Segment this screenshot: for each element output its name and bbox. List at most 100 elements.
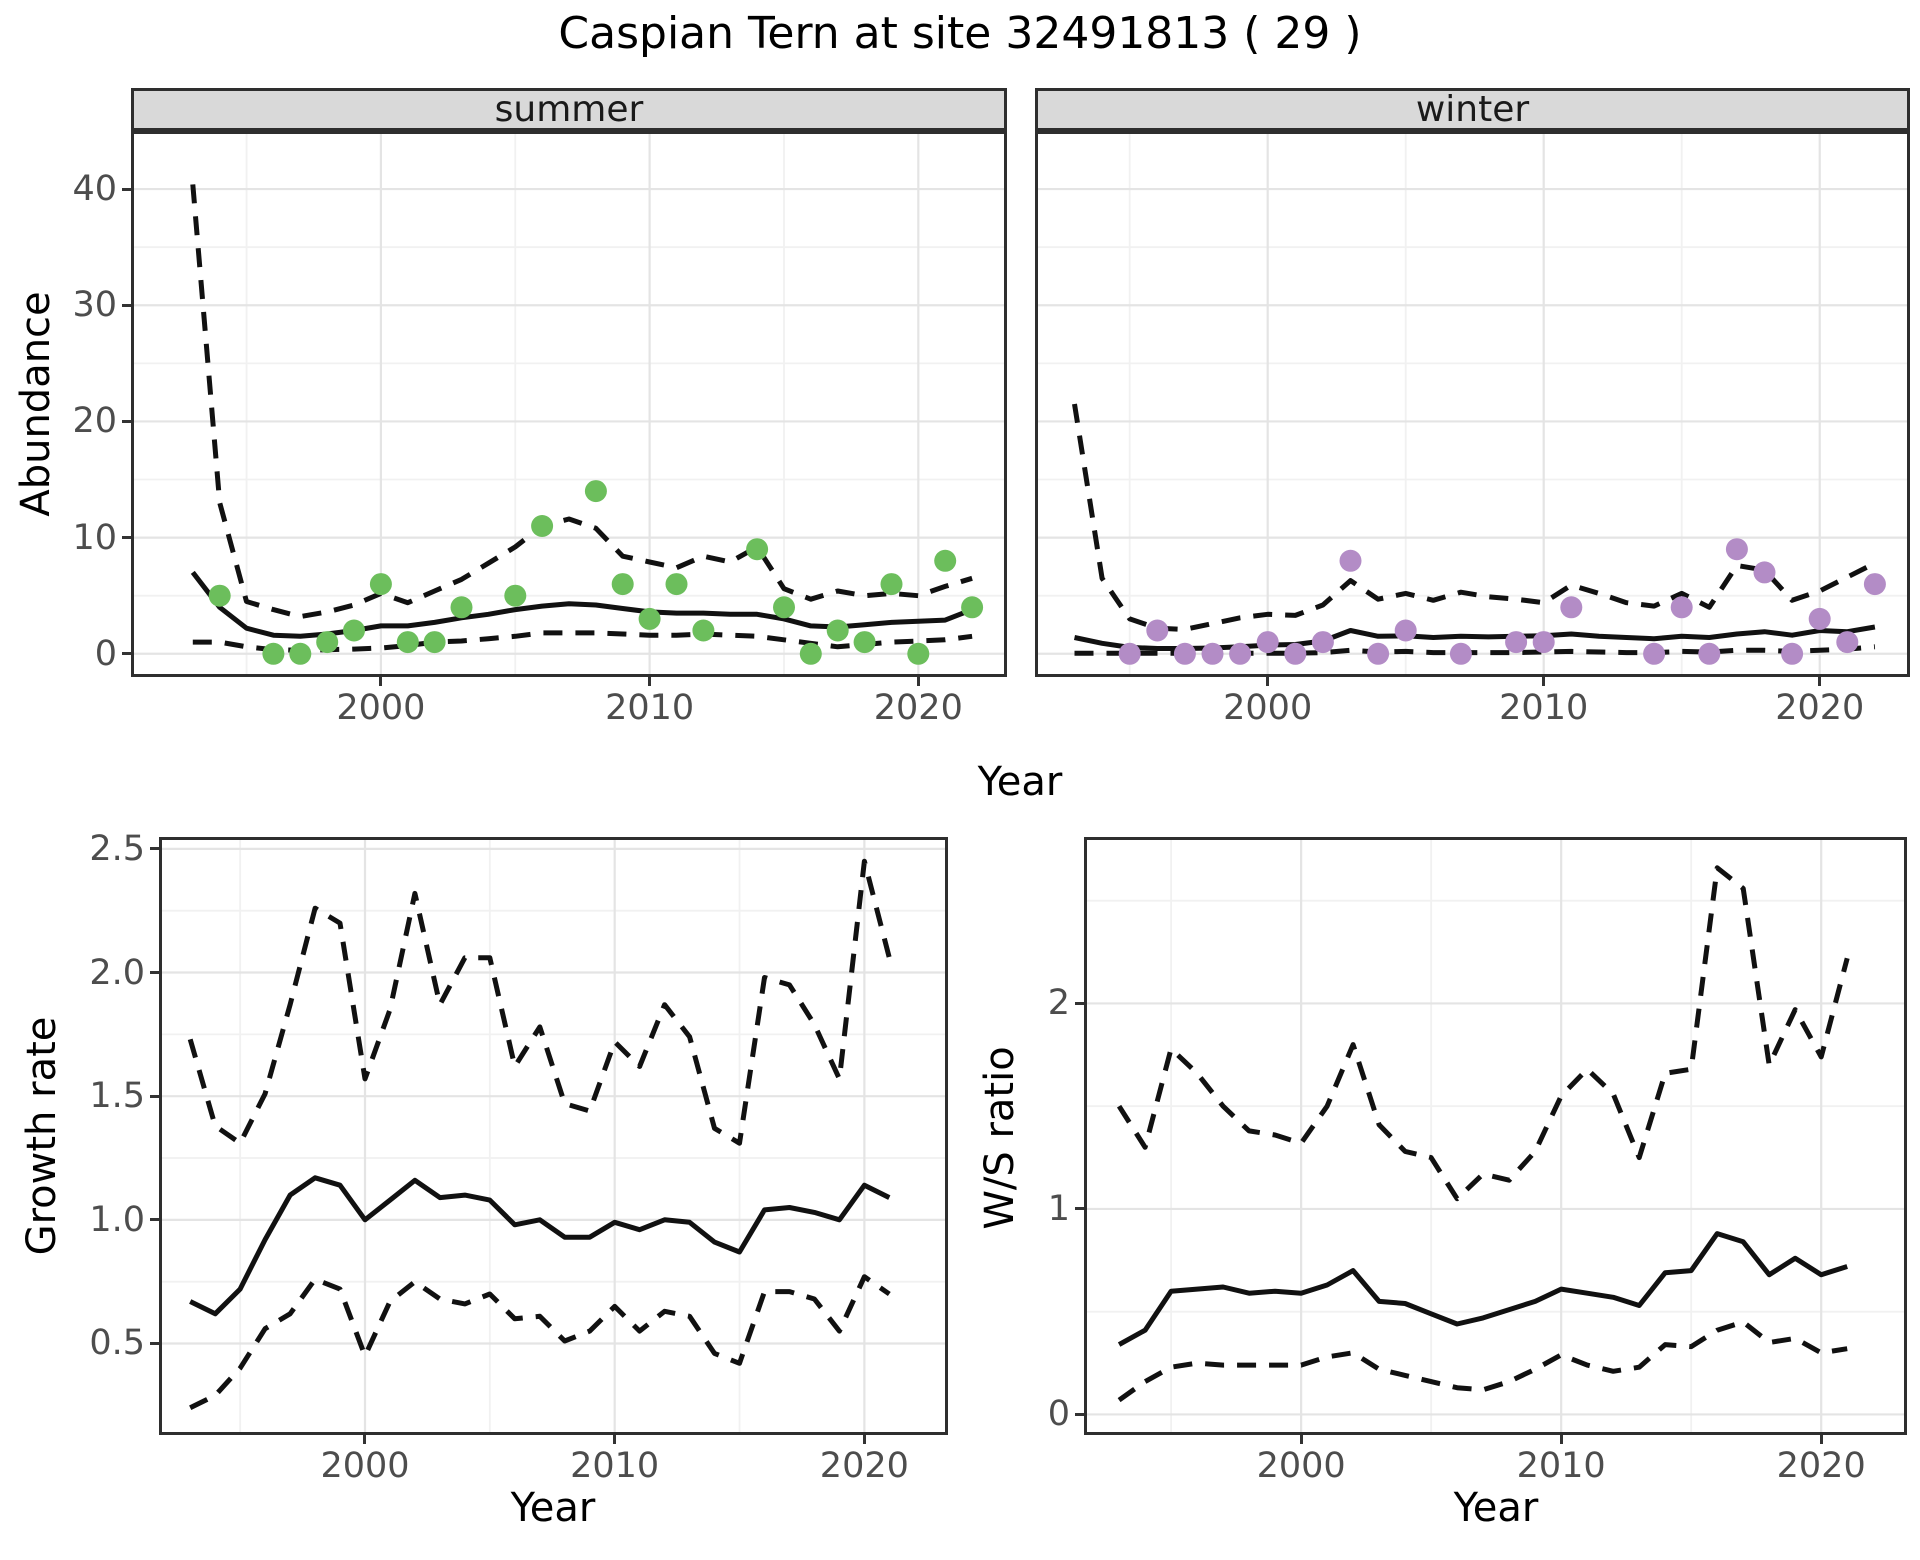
ws-year-axis-title: Year: [1453, 1485, 1539, 1531]
x-tick-label: 2000: [1223, 688, 1313, 728]
panel-background: [1084, 837, 1907, 1435]
y-tick-mark: [150, 847, 159, 851]
observation-point: [853, 631, 876, 654]
y-tick-mark: [150, 1218, 159, 1222]
y-tick-label: 1: [1047, 1188, 1070, 1229]
y-tick-mark: [122, 303, 131, 307]
observation-point: [1201, 642, 1224, 665]
upper-ci-line: [1072, 403, 1877, 632]
observation-point: [1863, 573, 1886, 596]
ws-ratio-panel: [1084, 837, 1907, 1435]
top-year-axis-title: Year: [977, 759, 1063, 805]
observation-point: [692, 619, 715, 642]
x-tick-mark: [916, 677, 920, 686]
y-tick-mark: [122, 536, 131, 540]
observation-point: [1256, 631, 1279, 654]
x-tick-label: 2010: [605, 688, 695, 728]
observation-point: [1118, 642, 1141, 665]
observation-point: [1643, 642, 1666, 665]
chart-canvas: [1035, 131, 1910, 677]
observation-point: [773, 596, 795, 619]
lower-ci-line: [1117, 1319, 1848, 1403]
y-tick-label: 1.0: [89, 1199, 145, 1240]
observation-point: [1367, 642, 1390, 665]
y-tick-label: 0: [1047, 1394, 1070, 1435]
mean-line: [189, 1175, 891, 1317]
y-tick-mark: [122, 652, 131, 656]
y-tick-label: 2.0: [89, 952, 145, 993]
observation-point: [450, 596, 473, 619]
observation-point: [1753, 561, 1776, 584]
x-tick-label: 2000: [1256, 1446, 1346, 1486]
y-tick-mark: [122, 187, 131, 191]
observation-point: [1781, 642, 1804, 665]
observation-point: [584, 480, 607, 503]
facet-strip-winter-label: winter: [1415, 89, 1530, 130]
y-tick-label: 0.5: [89, 1323, 145, 1364]
observation-point: [1532, 631, 1555, 654]
facet-strip-summer: summer: [131, 88, 1007, 131]
y-tick-mark: [1075, 1001, 1084, 1005]
y-tick-label: 30: [72, 285, 117, 326]
x-tick-mark: [648, 677, 652, 686]
observation-point: [1505, 631, 1528, 654]
x-tick-label: 2020: [1776, 1446, 1866, 1486]
y-tick-mark: [150, 1341, 159, 1345]
panel-background: [1035, 131, 1910, 677]
observation-point: [665, 573, 688, 596]
observation-point: [746, 538, 769, 561]
observation-point: [1808, 607, 1831, 630]
observation-point: [1670, 596, 1693, 619]
upper-ci-line: [190, 184, 973, 620]
growth-rate-axis-title: Growth rate: [19, 1016, 65, 1256]
upper-ci-line: [187, 858, 892, 1146]
observation-point: [1339, 549, 1362, 572]
observation-point: [611, 573, 634, 596]
panel-border: [131, 131, 1007, 677]
lower-ci-line: [189, 1274, 891, 1411]
x-tick-mark: [862, 1435, 866, 1444]
observation-point: [316, 631, 339, 654]
x-tick-mark: [1818, 677, 1822, 686]
y-tick-mark: [150, 971, 159, 975]
x-tick-label: 2020: [1775, 688, 1865, 728]
observation-point: [1394, 619, 1417, 642]
panel-background: [159, 837, 948, 1435]
abundance-axis-title: Abundance: [13, 291, 59, 517]
observation-point: [343, 619, 365, 642]
observation-point: [531, 515, 554, 537]
observation-point: [880, 573, 903, 596]
observation-point: [1725, 538, 1748, 561]
observation-point: [504, 584, 527, 607]
facet-strip-summer-label: summer: [494, 89, 644, 130]
x-tick-label: 2020: [819, 1446, 909, 1486]
mean-line: [1117, 1231, 1848, 1347]
x-tick-mark: [1266, 677, 1270, 686]
observation-point: [638, 607, 661, 630]
upper-ci-line: [1116, 865, 1850, 1202]
x-tick-mark: [363, 1435, 367, 1444]
observation-point: [826, 619, 849, 642]
observation-point: [799, 642, 822, 665]
y-tick-label: 0: [94, 633, 117, 674]
panel-background: [131, 131, 1007, 677]
chart-canvas: [159, 837, 948, 1435]
observation-point: [961, 596, 984, 619]
y-tick-mark: [1075, 1207, 1084, 1211]
observation-point: [1836, 631, 1859, 654]
growth-rate-panel: [159, 837, 948, 1435]
panel-border: [1084, 837, 1907, 1435]
plot-title: Caspian Tern at site 32491813 ( 29 ): [558, 8, 1362, 59]
observation-point: [1311, 631, 1334, 654]
x-tick-label: 2020: [873, 688, 963, 728]
x-tick-mark: [1542, 677, 1546, 686]
observation-point: [1229, 642, 1252, 665]
x-tick-mark: [379, 677, 383, 686]
observation-point: [208, 584, 231, 607]
x-tick-mark: [1819, 1435, 1823, 1444]
x-tick-label: 2010: [1499, 688, 1589, 728]
x-tick-mark: [1299, 1435, 1303, 1444]
y-tick-label: 2.5: [89, 828, 145, 869]
x-tick-label: 2010: [1516, 1446, 1606, 1486]
